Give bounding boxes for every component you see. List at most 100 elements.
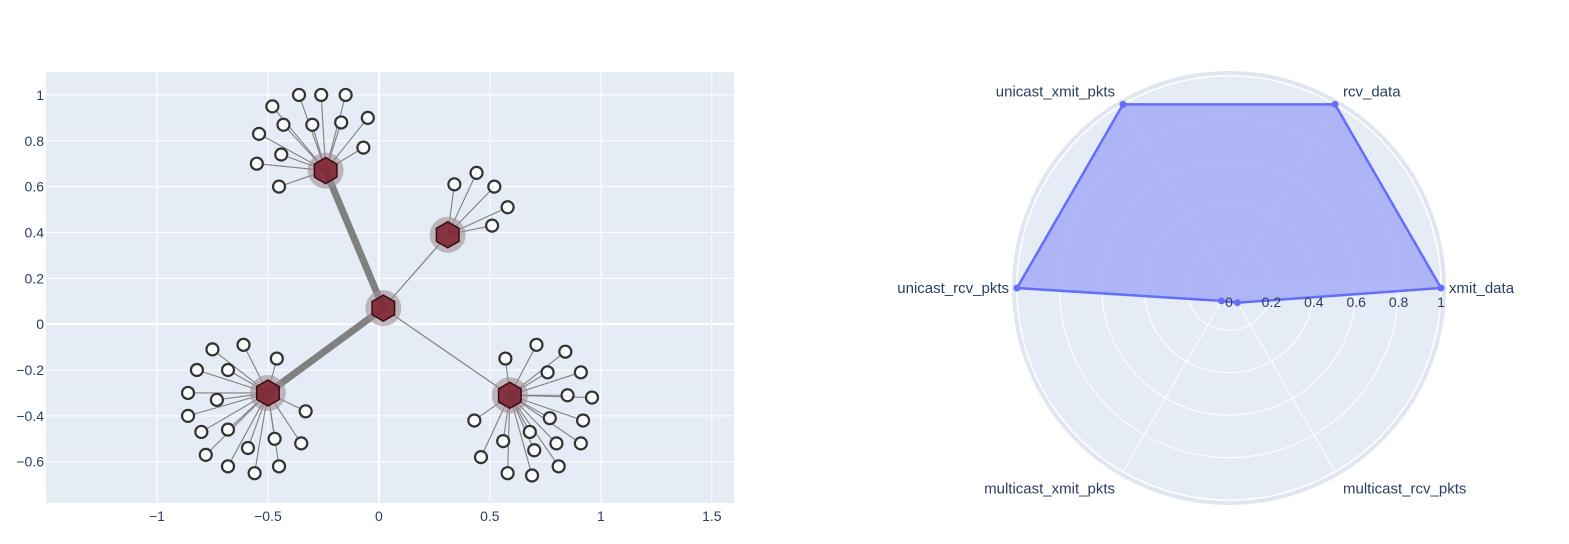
leaf-node (356, 140, 371, 155)
leaf-node (522, 424, 537, 440)
radar-point (1331, 100, 1339, 108)
hub-node (255, 379, 280, 407)
y-tick-label: −0.2 (16, 362, 44, 378)
leaf-node (267, 431, 282, 446)
leaf-node (220, 459, 236, 474)
leaf-node (469, 165, 484, 180)
radar-tick-label: 0 (1225, 294, 1233, 310)
leaf-node (549, 436, 564, 451)
network-plot-background (46, 72, 734, 503)
leaf-node (194, 424, 209, 440)
x-tick-label: −1 (149, 508, 165, 524)
hub-node (371, 294, 396, 322)
leaf-node (573, 365, 588, 380)
radar-spoke (1122, 287, 1230, 472)
leaf-node (240, 440, 256, 456)
leaf-node (447, 177, 462, 192)
leaf-node (542, 411, 557, 426)
radar-tick-label: 0.8 (1389, 294, 1409, 310)
leaf-node (305, 117, 320, 132)
radar-point (1233, 299, 1241, 307)
leaf-node (529, 337, 544, 352)
radar-series (1013, 100, 1445, 307)
leaf-node (496, 434, 511, 449)
leaf-node (500, 466, 515, 481)
leaf-node (180, 385, 196, 401)
radar-tick-label: 0.4 (1304, 294, 1324, 310)
leaf-node (236, 337, 251, 352)
x-tick-label: 1.5 (702, 508, 722, 524)
leaf-node (291, 87, 307, 103)
leaf-node (247, 466, 262, 481)
network-hub-nodes (255, 156, 522, 410)
leaf-node (338, 87, 353, 103)
leaf-node (180, 408, 196, 423)
radar-category-label: multicast_xmit_pkts (984, 481, 1115, 498)
network-leaf-nodes (180, 87, 600, 483)
leaf-node (527, 443, 542, 458)
leaf-node (575, 413, 591, 428)
y-tick-label: 0 (36, 316, 44, 332)
leaf-node (269, 351, 284, 366)
leaf-node (584, 390, 600, 405)
leaf-node (467, 413, 482, 428)
radar-point (1119, 100, 1127, 108)
leaf-node (220, 422, 236, 437)
leaf-node (265, 99, 280, 114)
network-x-tick-labels: −1 −0.5 0 0.5 1 1.5 (149, 508, 722, 524)
hub-node (435, 220, 460, 249)
x-tick-label: 1 (597, 508, 605, 524)
y-tick-label: 0.2 (25, 270, 45, 286)
leaf-node (220, 362, 236, 378)
radar-tick-label: 0.6 (1346, 294, 1366, 310)
hub-edge (322, 169, 387, 310)
leaf-node (500, 200, 515, 215)
leaf-node (209, 392, 224, 407)
network-gridlines (46, 72, 734, 503)
leaf-node (251, 126, 267, 141)
radar-category-label: multicast_rcv_pkts (1343, 481, 1466, 498)
leaf-node (314, 87, 329, 103)
leaf-node (573, 436, 588, 451)
y-tick-label: 1 (36, 87, 44, 103)
radar-category-labels: xmit_data rcv_data unicast_xmit_pktsunicas… (897, 83, 1514, 497)
hub-node (497, 381, 522, 410)
leaf-node (560, 388, 575, 403)
leaf-node (360, 110, 375, 125)
radar-radial-tick-labels: 0 0.2 0.4 0.6 0.8 1 (1225, 294, 1445, 310)
radar-point (1218, 297, 1226, 305)
y-tick-label: 0.4 (25, 224, 45, 240)
leaf-node (484, 218, 500, 233)
radar-tick-label: 0.2 (1262, 294, 1282, 310)
leaf-node (276, 117, 291, 132)
x-tick-label: 0 (375, 508, 383, 524)
network-graph-chart: −1 −0.5 0 0.5 1 1.5 1 0.8 0.6 0.4 0.2 0 −0.2 −0.4 −0.… (16, 72, 734, 524)
leaf-node (473, 450, 489, 465)
y-tick-label: 0.6 (25, 179, 45, 195)
radar-category-label: rcv_data (1343, 83, 1401, 100)
leaf-node (249, 156, 264, 171)
leaf-node (524, 468, 540, 483)
hub-edge (383, 307, 511, 396)
leaf-node (189, 362, 205, 378)
leaf-node (498, 351, 513, 366)
leaf-node (551, 459, 566, 474)
x-tick-label: 0.5 (480, 508, 500, 524)
leaf-node (487, 179, 502, 194)
leaf-node (271, 459, 287, 474)
radar-category-label: xmit_data (1449, 280, 1515, 297)
y-tick-label: −0.4 (16, 408, 44, 424)
leaf-node (271, 179, 287, 194)
leaf-node (540, 365, 555, 380)
hub-edge (265, 305, 386, 396)
leaf-node (274, 147, 289, 162)
leaf-node (334, 115, 349, 130)
leaf-node (198, 447, 213, 462)
leaf-node (558, 344, 573, 359)
radar-tick-label: 1 (1437, 294, 1445, 310)
y-tick-label: 0.8 (25, 133, 45, 149)
leaf-node (205, 342, 220, 357)
radar-chart: 0 0.2 0.4 0.6 0.8 1 xmit_data rcv_data unicast_… (897, 71, 1515, 505)
network-y-tick-labels: 1 0.8 0.6 0.4 0.2 0 −0.2 −0.4 −0.6 (16, 87, 44, 470)
hub-node (313, 156, 338, 185)
